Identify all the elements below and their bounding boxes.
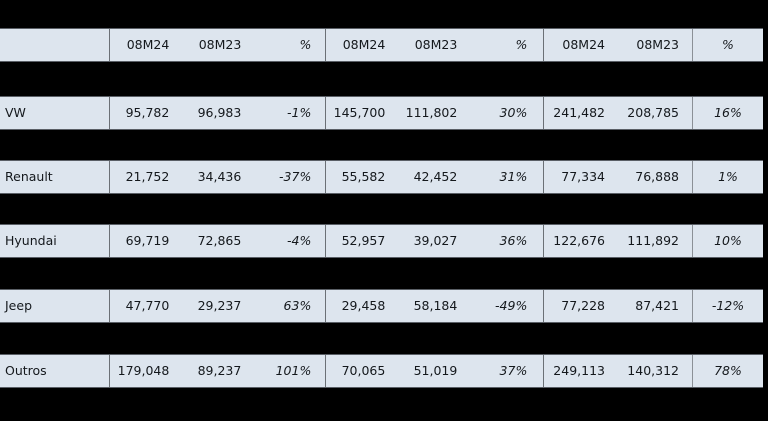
- header-group-3: 08M24 08M23 %: [543, 29, 763, 61]
- cell-g3-08m24: 241,482: [553, 104, 605, 120]
- row-group-2: 55,582 42,452 31%: [325, 161, 543, 193]
- cell-g2-08m24: 55,582: [341, 168, 386, 184]
- row-group-3: 122,676 111,892 10%: [543, 225, 763, 257]
- table-header-row: 08M24 08M23 % 08M24 08M23 % 08M24 08M23 …: [0, 28, 763, 62]
- cell-g1-pct: -1%: [287, 104, 312, 120]
- row-label: Renault: [5, 168, 53, 184]
- row-group-3: 77,228 87,421 -12%: [543, 290, 763, 322]
- cell-g2-08m24: 52,957: [341, 232, 386, 248]
- table-row[interactable]: VW 95,782 96,983 -1% 145,700 111,802 30%…: [0, 96, 763, 130]
- row-label: Hyundai: [5, 232, 57, 248]
- cell-g2-08m24: 29,458: [341, 297, 386, 313]
- row-group-2: 70,065 51,019 37%: [325, 355, 543, 387]
- row-group-3: 77,334 76,888 1%: [543, 161, 763, 193]
- cell-g1-08m24: 21,752: [125, 168, 170, 184]
- cell-g2-pct: 36%: [499, 232, 528, 248]
- header-group-1: 08M24 08M23 %: [109, 29, 325, 61]
- cell-g3-08m23: 140,312: [627, 362, 679, 378]
- cell-g1-08m24: 95,782: [125, 104, 170, 120]
- cell-g1-pct: -37%: [279, 168, 312, 184]
- row-group-2: 145,700 111,802 30%: [325, 97, 543, 129]
- cell-g2-pct: 31%: [499, 168, 528, 184]
- header-cell-g1-pct: %: [299, 36, 312, 52]
- cell-g3-08m23: 87,421: [635, 297, 679, 313]
- cell-g3-08m24: 77,334: [561, 168, 605, 184]
- cell-g1-pct: -4%: [287, 232, 312, 248]
- cell-g1-pct: 63%: [283, 297, 312, 313]
- cell-g3-08m23: 111,892: [627, 232, 679, 248]
- cell-g2-08m24: 70,065: [341, 362, 386, 378]
- cell-g3-pct: 10%: [692, 225, 763, 257]
- cell-g3-08m23: 76,888: [635, 168, 679, 184]
- row-group-2: 52,957 39,027 36%: [325, 225, 543, 257]
- cell-g2-08m23: 58,184: [413, 297, 458, 313]
- cell-g2-08m23: 111,802: [405, 104, 458, 120]
- cell-g1-08m24: 69,719: [125, 232, 170, 248]
- cell-g3-08m24: 122,676: [553, 232, 605, 248]
- cell-g3-pct: -12%: [692, 290, 763, 322]
- cell-g2-pct: -49%: [495, 297, 528, 313]
- row-label: VW: [5, 104, 26, 120]
- header-cell-g3-08m23: 08M23: [636, 36, 679, 52]
- cell-g2-08m23: 39,027: [413, 232, 458, 248]
- row-group-3: 249,113 140,312 78%: [543, 355, 763, 387]
- cell-g3-08m24: 249,113: [553, 362, 605, 378]
- table-row[interactable]: Hyundai 69,719 72,865 -4% 52,957 39,027 …: [0, 224, 763, 258]
- row-group-1: 95,782 96,983 -1%: [109, 97, 325, 129]
- row-group-1: 179,048 89,237 101%: [109, 355, 325, 387]
- row-label: Jeep: [5, 297, 33, 313]
- row-group-1: 21,752 34,436 -37%: [109, 161, 325, 193]
- cell-g1-pct: 101%: [275, 362, 312, 378]
- header-cell-g2-08m24: 08M24: [342, 36, 386, 52]
- cell-g1-08m23: 34,436: [197, 168, 242, 184]
- cell-g1-08m23: 89,237: [197, 362, 242, 378]
- row-group-2: 29,458 58,184 -49%: [325, 290, 543, 322]
- header-cell-g1-08m23: 08M23: [198, 36, 242, 52]
- cell-g3-08m23: 208,785: [627, 104, 679, 120]
- cell-g2-08m24: 145,700: [333, 104, 386, 120]
- cell-g1-08m24: 47,770: [125, 297, 170, 313]
- header-cell-g1-08m24: 08M24: [126, 36, 170, 52]
- header-cell-g2-08m23: 08M23: [414, 36, 458, 52]
- cell-g2-08m23: 51,019: [413, 362, 458, 378]
- row-group-3: 241,482 208,785 16%: [543, 97, 763, 129]
- cell-g2-pct: 30%: [499, 104, 528, 120]
- cell-g1-08m23: 96,983: [197, 104, 242, 120]
- header-cell-g3-08m24: 08M24: [562, 36, 605, 52]
- row-group-1: 47,770 29,237 63%: [109, 290, 325, 322]
- cell-g3-pct: 16%: [692, 97, 763, 129]
- cell-g3-pct: 1%: [692, 161, 763, 193]
- cell-g1-08m24: 179,048: [117, 362, 170, 378]
- table-row[interactable]: Jeep 47,770 29,237 63% 29,458 58,184 -49…: [0, 289, 763, 323]
- table-row[interactable]: Renault 21,752 34,436 -37% 55,582 42,452…: [0, 160, 763, 194]
- cell-g2-08m23: 42,452: [413, 168, 458, 184]
- table-row[interactable]: Outros 179,048 89,237 101% 70,065 51,019…: [0, 354, 763, 388]
- header-cell-g2-pct: %: [515, 36, 528, 52]
- header-cell-label: [0, 29, 109, 61]
- row-label: Outros: [5, 362, 47, 378]
- header-cell-g3-pct: %: [692, 29, 763, 61]
- cell-g3-pct: 78%: [692, 355, 763, 387]
- row-group-1: 69,719 72,865 -4%: [109, 225, 325, 257]
- cell-g1-08m23: 72,865: [197, 232, 242, 248]
- cell-g2-pct: 37%: [499, 362, 528, 378]
- cell-g1-08m23: 29,237: [197, 297, 242, 313]
- header-group-2: 08M24 08M23 %: [325, 29, 543, 61]
- cell-g3-08m24: 77,228: [561, 297, 605, 313]
